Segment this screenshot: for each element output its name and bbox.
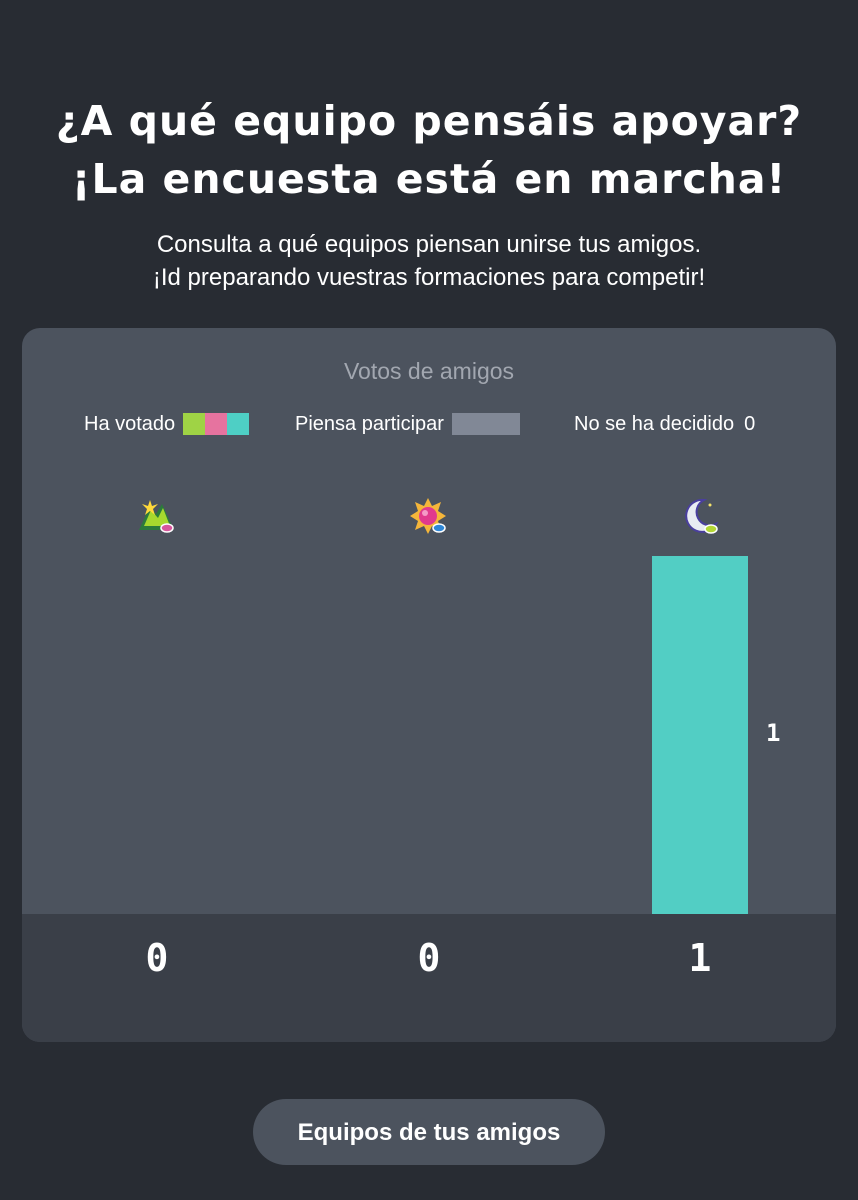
mountain-team-icon [136, 496, 176, 536]
page-title: ¿A qué equipo pensáis apoyar? ¡La encues… [0, 92, 858, 208]
team-2-total: 0 [417, 936, 441, 980]
totals-band: 0 0 1 [22, 914, 836, 1042]
chart-legend: Ha votado Piensa participar No se ha dec… [22, 412, 836, 436]
legend-planning: Piensa participar [295, 412, 520, 436]
friends-teams-button[interactable]: Equipos de tus amigos [253, 1099, 605, 1165]
legend-voted-swatches [183, 413, 250, 435]
legend-voted: Ha votado [84, 412, 250, 436]
page-subtitle: Consulta a qué equipos piensan unirse tu… [0, 228, 858, 294]
legend-undecided-count: 0 [744, 412, 756, 435]
subtitle-line-2: ¡Id preparando vuestras formaciones para… [152, 264, 706, 291]
voted-swatch-teal [227, 413, 250, 435]
friend-votes-card: Votos de amigos Ha votado Piensa partici… [22, 328, 836, 1042]
sun-team-icon [408, 496, 448, 536]
team-3-bar [652, 556, 748, 914]
voted-swatch-pink [205, 413, 228, 435]
team-1-total: 0 [145, 936, 169, 980]
moon-team-icon [680, 496, 720, 536]
team-3-total: 1 [688, 936, 712, 980]
legend-voted-label: Ha votado [84, 412, 176, 435]
legend-planning-label: Piensa participar [295, 412, 444, 435]
legend-undecided: No se ha decidido 0 [574, 412, 755, 436]
friend-votes-title: Votos de amigos [343, 358, 515, 384]
title-line-2: ¡La encuesta está en marcha! [71, 155, 787, 203]
subtitle-line-1: Consulta a qué equipos piensan unirse tu… [156, 231, 702, 258]
title-line-1: ¿A qué equipo pensáis apoyar? [55, 97, 803, 145]
legend-planning-swatch [451, 413, 520, 435]
team-3-bar-label: 1 [766, 719, 781, 747]
voted-swatch-green [183, 413, 206, 435]
legend-undecided-label: No se ha decidido [574, 412, 735, 435]
